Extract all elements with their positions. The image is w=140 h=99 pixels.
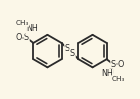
Text: S: S [65,44,70,53]
Text: S: S [111,60,116,69]
Text: CH₃: CH₃ [111,76,125,82]
Text: S: S [70,49,75,58]
Text: O: O [26,26,32,35]
Text: S: S [24,33,29,42]
Text: O: O [16,33,22,42]
Text: CH₃: CH₃ [15,20,29,26]
Text: NH: NH [27,24,39,33]
Text: NH: NH [102,69,113,78]
Text: O: O [118,60,124,69]
Text: O: O [108,68,114,77]
